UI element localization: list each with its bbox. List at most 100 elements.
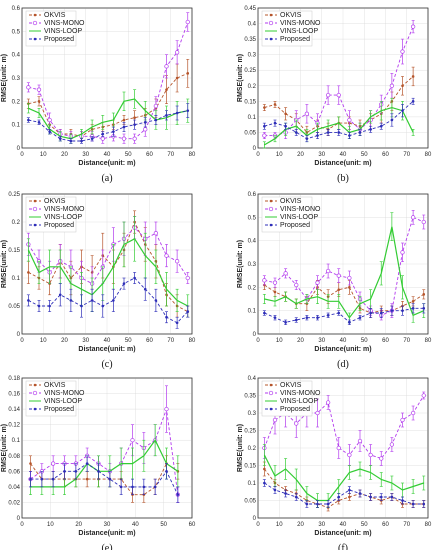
legend-label: Proposed <box>44 406 74 413</box>
y-tick-label: 0.12 <box>8 423 20 429</box>
series-line <box>263 454 424 502</box>
y-axis-label: RMSE(unit: m) <box>1 424 8 472</box>
x-tick-label: 30 <box>318 152 325 158</box>
y-tick-label: 0.3 <box>248 411 257 417</box>
y-tick-label: 0.3 <box>248 53 257 59</box>
data-point <box>133 116 136 119</box>
data-point <box>368 452 373 458</box>
series-line <box>264 307 424 323</box>
data-point <box>316 316 319 319</box>
legend-label: VINS-MONO <box>280 20 321 27</box>
data-point <box>85 462 89 465</box>
data-point <box>337 288 341 291</box>
data-point <box>326 502 330 506</box>
series-proposed <box>262 479 426 508</box>
y-tick-label: 0.08 <box>8 454 20 460</box>
series-line <box>30 408 179 495</box>
x-tick-label: 50 <box>160 522 167 528</box>
x-tick-label: 50 <box>125 152 132 158</box>
data-point <box>294 131 298 134</box>
data-point <box>58 137 62 140</box>
x-tick-label: 10 <box>40 338 47 344</box>
data-point <box>143 121 147 124</box>
y-tick-label: 0.4 <box>12 53 21 59</box>
data-point <box>337 495 341 499</box>
chart-panel-3: 0 10 20 30 40 50 60 70 80 0 0.05 0.1 0.15 0.2 0.25 Dist… <box>1 192 196 370</box>
plot-frame <box>257 193 429 335</box>
legend-marker <box>32 206 38 212</box>
data-point <box>101 132 105 136</box>
x-tick-label: 30 <box>318 338 325 344</box>
data-point <box>165 470 168 473</box>
y-tick-label: 0.25 <box>244 68 256 74</box>
data-point <box>133 123 136 126</box>
data-point <box>174 50 180 55</box>
plot-frame <box>21 7 193 149</box>
data-point <box>143 287 147 291</box>
data-point <box>101 304 105 308</box>
data-point <box>390 118 394 122</box>
series-line <box>28 277 189 324</box>
x-tick-label: 20 <box>297 522 304 528</box>
x-tick-label: 40 <box>340 522 347 528</box>
chart-panel-5: 0 10 20 30 40 50 60 0 0.02 0.04 0.06 0.08 0.1 0.12 0.1… <box>1 376 196 554</box>
chart-panel-1: 0 10 20 30 40 50 60 70 80 0 0.1 0.2 0.3 0.4 0.5 0.6 Dist… <box>1 6 196 184</box>
data-point <box>401 84 404 88</box>
data-point <box>153 103 159 109</box>
legend-label: Proposed <box>280 222 310 229</box>
data-point <box>411 300 415 303</box>
legend-marker <box>269 383 273 387</box>
x-tick-label: 80 <box>425 338 432 344</box>
data-point <box>97 470 100 473</box>
data-point <box>358 316 362 319</box>
y-tick-label: 0.05 <box>244 130 256 136</box>
x-tick-label: 50 <box>361 522 368 528</box>
panel-label: (c) <box>101 359 112 370</box>
data-point <box>112 299 115 302</box>
data-point <box>379 456 384 461</box>
data-point <box>122 118 126 122</box>
legend-marker <box>32 20 38 26</box>
data-point <box>305 137 309 140</box>
x-tick-label: 40 <box>104 338 111 344</box>
data-point <box>51 461 56 466</box>
data-point <box>401 499 404 502</box>
x-tick-label: 20 <box>297 152 304 158</box>
panel-label: (f) <box>338 543 348 550</box>
data-point <box>273 488 277 492</box>
data-point <box>186 72 190 75</box>
data-point <box>336 445 341 451</box>
data-point <box>400 250 405 255</box>
data-point <box>411 502 415 506</box>
data-point <box>325 92 331 98</box>
data-point <box>379 495 383 499</box>
data-point <box>122 125 126 129</box>
data-point <box>348 134 351 137</box>
x-tick-label: 10 <box>47 522 54 528</box>
data-point <box>272 417 278 423</box>
data-point <box>390 495 394 499</box>
data-point <box>48 130 51 133</box>
x-tick-label: 60 <box>146 152 153 158</box>
data-point <box>175 321 179 325</box>
data-point <box>358 131 362 134</box>
x-tick-label: 20 <box>75 522 82 528</box>
data-point <box>305 316 309 319</box>
plot-frame <box>257 7 429 149</box>
chart-panel-2: 0 10 20 30 40 50 60 70 80 0 0.05 0.1 0.15 0.2 0.25 0.3 0… <box>237 6 432 184</box>
y-tick-label: 0 <box>17 516 21 522</box>
legend-label: Proposed <box>280 406 310 413</box>
y-tick-label: 0.05 <box>244 499 256 505</box>
legend-label: OKVIS <box>44 382 66 389</box>
y-tick-label: 0.05 <box>8 304 20 310</box>
data-point <box>273 103 277 106</box>
data-point <box>176 493 180 496</box>
x-tick-label: 80 <box>425 152 432 158</box>
data-point <box>90 137 94 140</box>
y-tick-label: 0.1 <box>12 276 21 282</box>
y-tick-label: 0.1 <box>248 115 257 121</box>
